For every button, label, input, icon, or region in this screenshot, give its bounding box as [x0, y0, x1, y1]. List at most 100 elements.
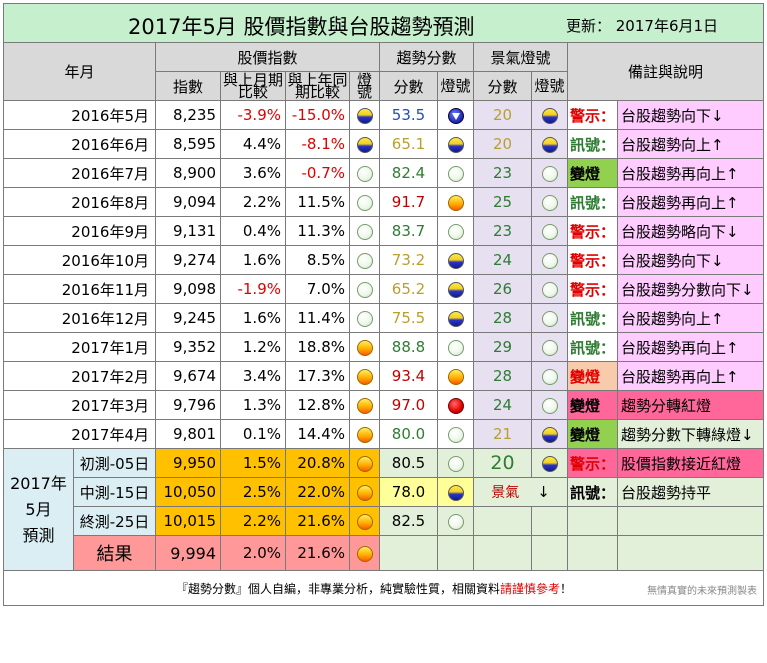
index-lamp-icon — [356, 397, 373, 414]
trend-lamp-icon — [447, 194, 464, 211]
forecast-mom: 1.5% — [220, 448, 286, 478]
row-year-month: 2017年3月 — [3, 390, 156, 420]
biz-lamp-icon — [541, 107, 558, 124]
row-biz-score: 29 — [473, 332, 532, 362]
forecast-yoy: 21.6% — [285, 506, 350, 536]
header-year-month: 年月 — [3, 42, 156, 101]
forecast-biz-text: 景氣 — [491, 485, 520, 501]
row-biz-score: 21 — [473, 419, 532, 449]
table-row: 2016年7月 8,900 3.6% -0.7% 82.4 23 變燈 台股趨勢再向上↑ — [3, 158, 765, 188]
forecast-index-lamp — [349, 448, 380, 478]
row-note-tag: 訊號： — [567, 129, 618, 159]
row-yoy: -0.7% — [285, 158, 350, 188]
forecast-label-line-2: 5月 — [25, 499, 52, 519]
index-lamp-icon — [356, 368, 373, 385]
forecast-trend-lamp — [437, 506, 474, 536]
row-trend-lamp — [437, 419, 474, 449]
row-biz-score: 25 — [473, 187, 532, 217]
disclaimer: 『趨勢分數』個人自編，非專業分析，純實驗性質，相關資料請謹慎參考！ — [176, 580, 572, 597]
header-biz-lamp: 燈號 — [531, 71, 568, 101]
forecast-row: 2017年 5月 預測 初測-05日 9,950 1.5% 20.8% 80.5 20 警示： 股價… — [3, 448, 765, 571]
row-trend-score: 88.8 — [379, 332, 438, 362]
row-yoy: 17.3% — [285, 361, 350, 391]
row-note: 台股趨勢再向上↑ — [616, 361, 765, 391]
row-note-tag: 警示： — [567, 245, 618, 275]
trend-lamp-icon — [447, 368, 464, 385]
row-note: 台股趨勢再向上↑ — [616, 158, 765, 188]
forecast-phase: 初測-05日 — [73, 448, 156, 478]
row-index: 8,595 — [155, 129, 221, 159]
row-index-lamp — [349, 158, 380, 188]
row-note-tag: 變燈 — [567, 419, 618, 449]
trend-lamp-icon — [447, 136, 464, 153]
table-row: 2017年1月 9,352 1.2% 18.8% 88.8 29 訊號： 台股趨勢再向上↑ — [3, 332, 765, 362]
row-year-month: 2016年11月 — [3, 274, 156, 304]
index-lamp-icon — [356, 281, 373, 298]
row-yoy: 7.0% — [285, 274, 350, 304]
row-note: 台股趨勢向上↑ — [616, 303, 765, 333]
row-index: 9,131 — [155, 216, 221, 246]
empty-cell — [531, 535, 568, 571]
index-lamp-icon — [356, 455, 373, 472]
row-trend-score: 91.7 — [379, 187, 438, 217]
header-score-lamp: 燈號 — [437, 71, 474, 101]
row-note-tag: 變燈 — [567, 361, 618, 391]
row-trend-score: 65.1 — [379, 129, 438, 159]
row-trend-score: 97.0 — [379, 390, 438, 420]
row-note: 台股趨勢向下↓ — [616, 100, 765, 130]
biz-lamp-icon — [541, 426, 558, 443]
forecast-biz-trend: 景氣 ↓ — [473, 477, 568, 507]
table-row: 2016年9月 9,131 0.4% 11.3% 83.7 23 警示： 台股趨勢略向下↓ — [3, 216, 765, 246]
index-lamp-icon — [356, 339, 373, 356]
result-label: 結果 — [73, 535, 156, 571]
row-biz-score: 28 — [473, 361, 532, 391]
row-trend-lamp — [437, 158, 474, 188]
forecast-label: 2017年 5月預測 — [3, 448, 74, 571]
row-index: 9,796 — [155, 390, 221, 420]
row-year-month: 2017年4月 — [3, 419, 156, 449]
row-biz-lamp — [531, 390, 568, 420]
forecast-trend-score: 78.0 — [379, 477, 438, 507]
forecast-label-line-3: 預測 — [22, 525, 55, 545]
forecast-phase: 中測-15日 — [73, 477, 156, 507]
row-note-tag: 變燈 — [567, 158, 618, 188]
row-note-tag: 警示： — [567, 274, 618, 304]
index-lamp-icon — [356, 223, 373, 240]
row-biz-score: 20 — [473, 100, 532, 130]
update-date: 更新： 2017年6月1日 — [566, 17, 719, 35]
row-year-month: 2017年2月 — [3, 361, 156, 391]
result-yoy: 21.6% — [285, 535, 350, 571]
disclaimer-emphasis: 請謹慎參考 — [500, 582, 561, 596]
row-biz-score: 24 — [473, 245, 532, 275]
row-note: 台股趨勢向上↑ — [616, 129, 765, 159]
row-note-tag: 警示： — [567, 100, 618, 130]
row-mom: 1.6% — [220, 245, 286, 275]
row-index-lamp — [349, 361, 380, 391]
forecast-trend-score: 82.5 — [379, 506, 438, 536]
row-index: 9,674 — [155, 361, 221, 391]
empty-cell — [473, 506, 532, 536]
biz-lamp-icon — [541, 281, 558, 298]
row-note: 台股趨勢分數向下↓ — [616, 274, 765, 304]
forecast-biz-lamp — [531, 448, 568, 478]
row-biz-score: 28 — [473, 303, 532, 333]
forecast-note: 台股趨勢持平 — [616, 477, 765, 507]
footer-row: 『趨勢分數』個人自編，非專業分析，純實驗性質，相關資料請謹慎參考！ 無情真實的未來… — [2, 570, 765, 606]
forecast-label-line-1: 2017年 — [10, 473, 67, 493]
row-trend-score: 53.5 — [379, 100, 438, 130]
row-year-month: 2016年12月 — [3, 303, 156, 333]
table-row: 2017年4月 9,801 0.1% 14.4% 80.0 21 變燈 趨勢分數下轉綠燈↓ — [3, 419, 765, 449]
trend-lamp-icon — [447, 455, 464, 472]
forecast-trend-lamp — [437, 448, 474, 478]
row-biz-lamp — [531, 216, 568, 246]
result-lamp — [349, 535, 380, 571]
index-lamp-icon — [356, 484, 373, 501]
row-trend-lamp — [437, 216, 474, 246]
row-note: 台股趨勢向下↓ — [616, 245, 765, 275]
row-trend-score: 65.2 — [379, 274, 438, 304]
row-mom: 0.4% — [220, 216, 286, 246]
row-year-month: 2016年6月 — [3, 129, 156, 159]
row-year-month: 2016年10月 — [3, 245, 156, 275]
row-trend-score: 83.7 — [379, 216, 438, 246]
